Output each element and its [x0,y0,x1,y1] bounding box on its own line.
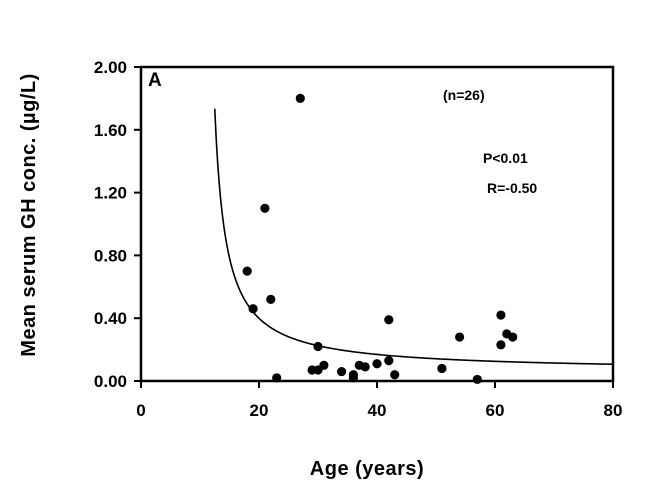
data-point [260,203,270,213]
data-point [319,360,329,370]
y-tick-label: 0.80 [94,246,127,265]
y-axis-title: Mean serum GH conc. (µg/L) [18,73,40,356]
data-point [384,315,394,325]
y-tick-label: 2.00 [94,58,127,77]
annotation-r-value: R=-0.50 [487,180,537,196]
x-tick-label: 40 [368,401,387,420]
data-point [390,370,400,380]
data-point [272,373,282,383]
data-point [242,266,252,276]
x-tick-label: 20 [250,401,269,420]
data-point [266,294,276,304]
data-point [455,332,465,342]
data-point [384,355,394,366]
data-point [360,362,370,372]
y-tick-label: 0.00 [94,372,127,391]
points-layer [242,93,518,385]
y-tick-label: 1.60 [94,121,127,140]
data-point [437,363,447,374]
annotation-p-value: P<0.01 [483,150,528,166]
data-point [472,374,482,385]
y-tick-label: 0.40 [94,309,127,328]
x-axis-title: Age (years) [310,458,424,480]
panel-label: A [148,70,162,91]
plot-frame [139,65,615,383]
data-point [348,373,358,383]
y-tick-label: 1.20 [94,184,127,203]
data-point [496,340,506,350]
x-tick-label: 60 [486,401,505,420]
annotation-n: (n=26) [443,87,485,103]
fit-curve [213,108,613,366]
data-point [337,366,347,377]
data-point [248,304,258,314]
x-tick-label: 80 [604,401,623,420]
data-point [295,93,305,103]
data-point [496,310,506,320]
x-tick-label: 0 [136,401,145,420]
ticks-layer: 0 20 40 60 80 0.00 0.40 0.80 1.20 1.60 2.00 [94,58,623,420]
data-point [508,332,518,342]
data-point [372,359,382,369]
data-point [313,341,323,352]
